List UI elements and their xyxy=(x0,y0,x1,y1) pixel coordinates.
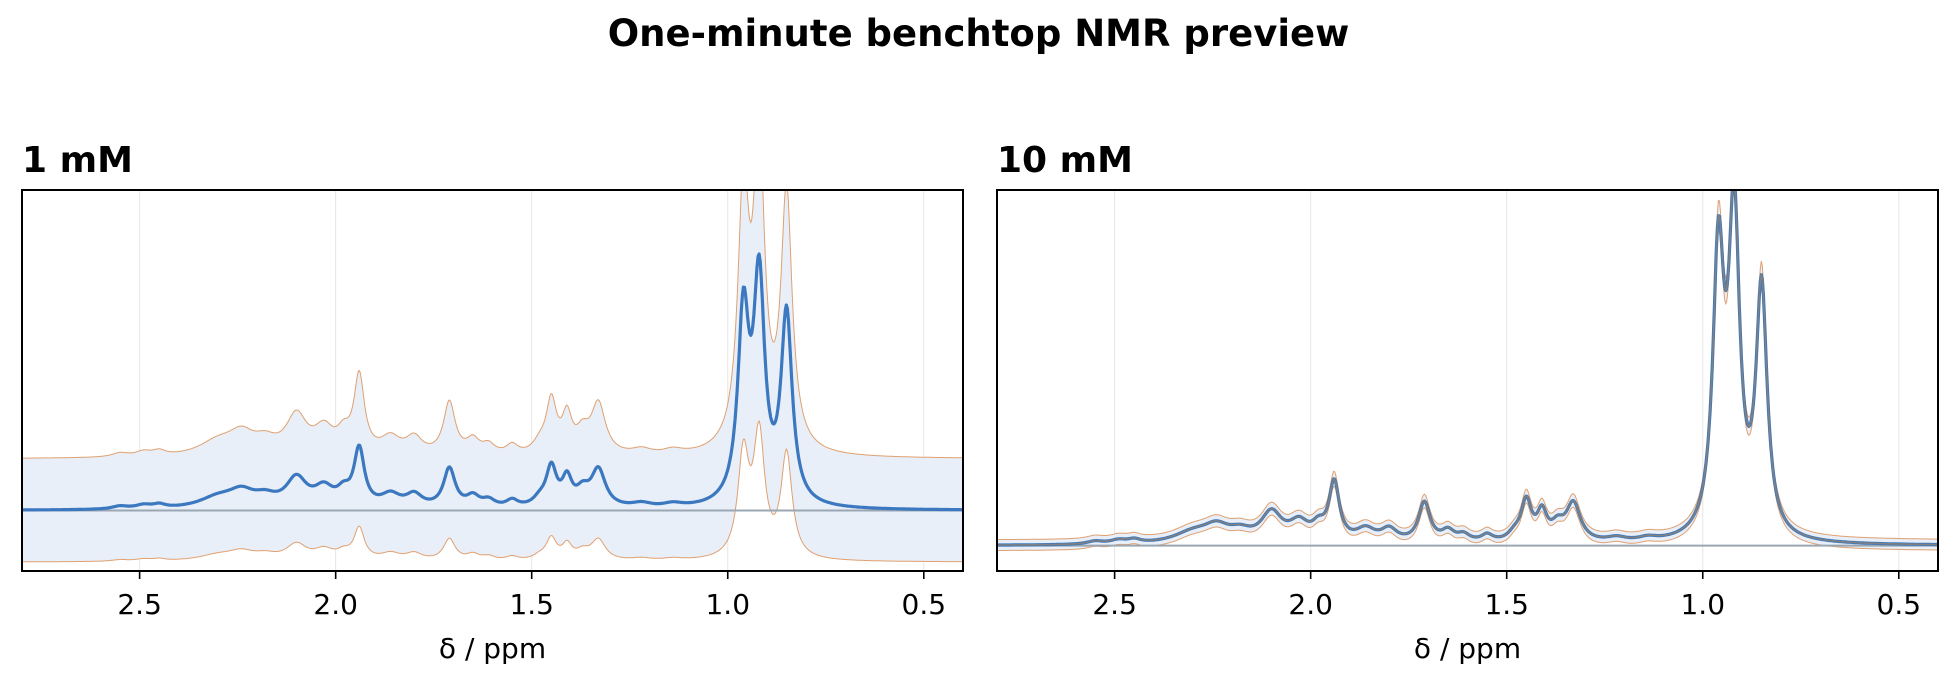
uncertainty-band xyxy=(997,190,1938,551)
panel-title: 1 mM xyxy=(22,140,133,181)
panel-title: 10 mM xyxy=(997,140,1133,181)
plot-area xyxy=(22,190,963,563)
x-tick-label: 0.5 xyxy=(1877,588,1922,621)
x-tick-label: 1.0 xyxy=(705,588,750,621)
mean-spectrum-line xyxy=(997,190,1938,547)
x-axis-label: δ / ppm xyxy=(439,632,546,665)
x-tick-label: 1.5 xyxy=(509,588,554,621)
uncertainty-band xyxy=(22,190,963,562)
reference-spectrum-line xyxy=(997,190,1938,546)
band-upper-line xyxy=(997,190,1938,541)
plot-frame xyxy=(996,189,1939,572)
x-tick-label: 0.5 xyxy=(902,588,947,621)
x-tick-label: 1.0 xyxy=(1680,588,1725,621)
figure-title: One-minute benchtop NMR preview xyxy=(607,12,1350,55)
plot-area xyxy=(997,190,1938,551)
x-tick-label: 2.5 xyxy=(1092,588,1137,621)
panel-2: 2.5 2.0 1.5 1.0 0.5 10 mM δ / ppm xyxy=(996,140,1939,665)
panel-1: 2.5 2.0 1.5 1.0 0.5 1 mM δ / ppm xyxy=(21,140,964,665)
mean-spectrum-line xyxy=(22,252,963,512)
x-axis-label: δ / ppm xyxy=(1414,632,1521,665)
x-tick-label: 2.5 xyxy=(117,588,162,621)
x-tick-label: 2.0 xyxy=(1288,588,1333,621)
x-tick-label: 1.5 xyxy=(1484,588,1529,621)
x-tick-label: 2.0 xyxy=(313,588,358,621)
band-lower-line xyxy=(22,419,963,563)
band-upper-line xyxy=(22,190,963,459)
band-lower-line xyxy=(997,193,1938,551)
plot-frame xyxy=(21,189,964,572)
